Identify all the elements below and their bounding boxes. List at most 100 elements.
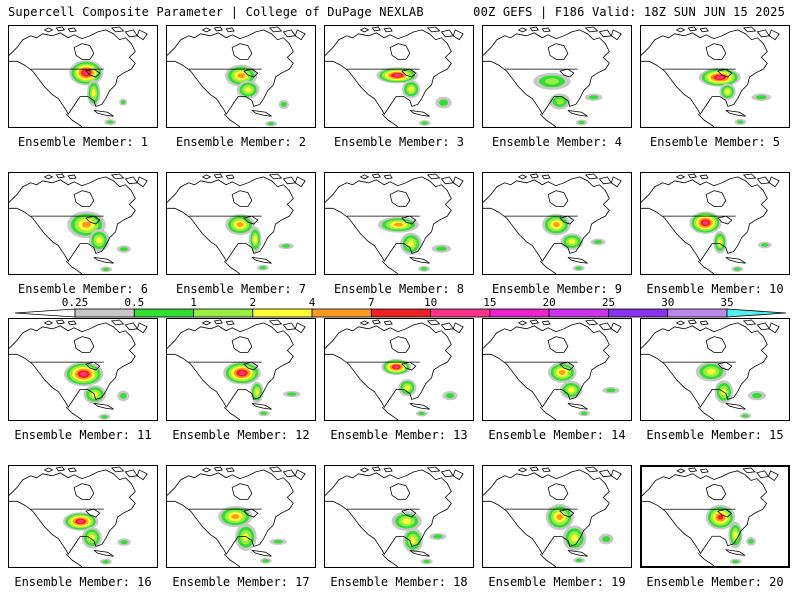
hudson-bay-outline	[231, 43, 253, 60]
scp-contour	[96, 237, 103, 244]
arctic-island-outline	[584, 173, 599, 180]
member-map-panel[interactable]	[482, 465, 632, 568]
arctic-island-outline	[201, 174, 212, 180]
central-america-coast	[539, 406, 557, 420]
scp-contour	[259, 266, 267, 270]
scp-contour	[702, 220, 709, 225]
arctic-island-outline	[201, 320, 212, 326]
member-map-panel[interactable]	[482, 318, 632, 421]
scp-contour	[236, 222, 244, 228]
member-map-panel[interactable]	[640, 318, 790, 421]
north-america-map	[483, 173, 622, 274]
member-label: Ensemble Member: 1	[17, 135, 149, 149]
arctic-island-outline	[213, 173, 223, 179]
scp-contour	[244, 87, 252, 93]
hudson-bay-outline	[705, 336, 727, 353]
member-map-panel[interactable]	[166, 172, 316, 275]
colorbar-segment	[193, 308, 254, 318]
arctic-island-outline	[67, 467, 77, 473]
colorbar-low-arrow	[14, 308, 76, 318]
colorbar-level-label: 1	[190, 296, 197, 309]
scp-contour	[106, 120, 114, 124]
coastline	[167, 322, 294, 409]
member-map-panel[interactable]	[8, 25, 158, 128]
member-map-panel[interactable]	[8, 318, 158, 421]
member-map-panel[interactable]	[640, 465, 790, 568]
arctic-island-outline	[136, 469, 148, 481]
member-map-panel[interactable]	[8, 465, 158, 568]
member-label: Ensemble Member: 18	[330, 575, 468, 589]
member-map-panel[interactable]	[166, 318, 316, 421]
arctic-island-outline	[742, 467, 756, 474]
arctic-island-outline	[584, 319, 599, 326]
scp-contour	[393, 222, 404, 227]
hudson-bay-outline	[705, 43, 727, 60]
cuba-outline	[93, 549, 114, 557]
central-america-coast	[65, 406, 83, 420]
arctic-island-outline	[268, 466, 283, 473]
hudson-bay-outline	[389, 483, 411, 500]
scp-contour	[571, 534, 578, 542]
arctic-island-outline	[359, 27, 370, 33]
arctic-island-outline	[610, 29, 622, 41]
scp-contour	[588, 95, 599, 100]
arctic-island-outline	[110, 26, 125, 33]
coastline	[167, 29, 294, 116]
arctic-island-outline	[584, 26, 599, 33]
member-label: Ensemble Member: 17	[172, 575, 310, 589]
scp-contour	[602, 536, 611, 542]
north-america-map	[642, 467, 779, 566]
member-map-panel[interactable]	[166, 465, 316, 568]
central-america-coast	[539, 553, 557, 567]
central-america-coast	[697, 406, 715, 420]
scp-contour	[80, 372, 87, 377]
arctic-island-outline	[768, 470, 779, 481]
north-america-map	[641, 26, 780, 127]
arctic-island-outline	[699, 468, 709, 474]
member-label: Ensemble Member: 20	[646, 575, 784, 589]
scp-contour	[280, 101, 287, 107]
north-america-map	[9, 173, 148, 274]
arctic-island-outline	[225, 27, 235, 33]
arctic-island-outline	[452, 322, 464, 334]
arctic-island-outline	[426, 173, 441, 180]
member-label: Ensemble Member: 8	[333, 282, 465, 296]
arctic-island-outline	[282, 176, 296, 185]
member-label: Ensemble Member: 14	[488, 428, 626, 442]
scp-contour	[407, 240, 415, 247]
central-america-coast	[539, 260, 557, 274]
member-map-panel[interactable]	[8, 172, 158, 275]
member-map-panel[interactable]	[324, 465, 474, 568]
cuba-outline	[251, 549, 272, 557]
arctic-island-outline	[294, 469, 306, 481]
scp-contour	[253, 235, 257, 244]
north-america-map	[167, 319, 306, 420]
member-label: Ensemble Member: 7	[175, 282, 307, 296]
member-map-panel[interactable]	[482, 172, 632, 275]
arctic-island-outline	[688, 467, 698, 473]
member-map-panel[interactable]	[166, 25, 316, 128]
north-america-map	[483, 26, 622, 127]
scp-contour	[119, 393, 127, 399]
member-map-panel[interactable]	[640, 25, 790, 128]
arctic-island-outline	[110, 319, 125, 326]
member-map-panel[interactable]	[324, 318, 474, 421]
coastline	[9, 469, 136, 556]
member-map-panel[interactable]	[324, 25, 474, 128]
scp-contour	[262, 559, 270, 563]
arctic-island-outline	[268, 26, 283, 33]
arctic-island-outline	[43, 467, 54, 473]
scp-contour	[558, 370, 566, 375]
scp-contour	[91, 89, 96, 97]
central-america-coast	[381, 260, 399, 274]
scp-contour	[260, 411, 268, 415]
arctic-island-outline	[452, 469, 464, 481]
member-map-panel[interactable]	[640, 172, 790, 275]
member-map-panel[interactable]	[482, 25, 632, 128]
arctic-island-outline	[371, 26, 381, 32]
coastline	[9, 29, 136, 116]
member-map-panel[interactable]	[324, 172, 474, 275]
cuba-outline	[567, 549, 588, 557]
north-america-map	[325, 466, 464, 567]
scp-contour	[717, 514, 724, 520]
